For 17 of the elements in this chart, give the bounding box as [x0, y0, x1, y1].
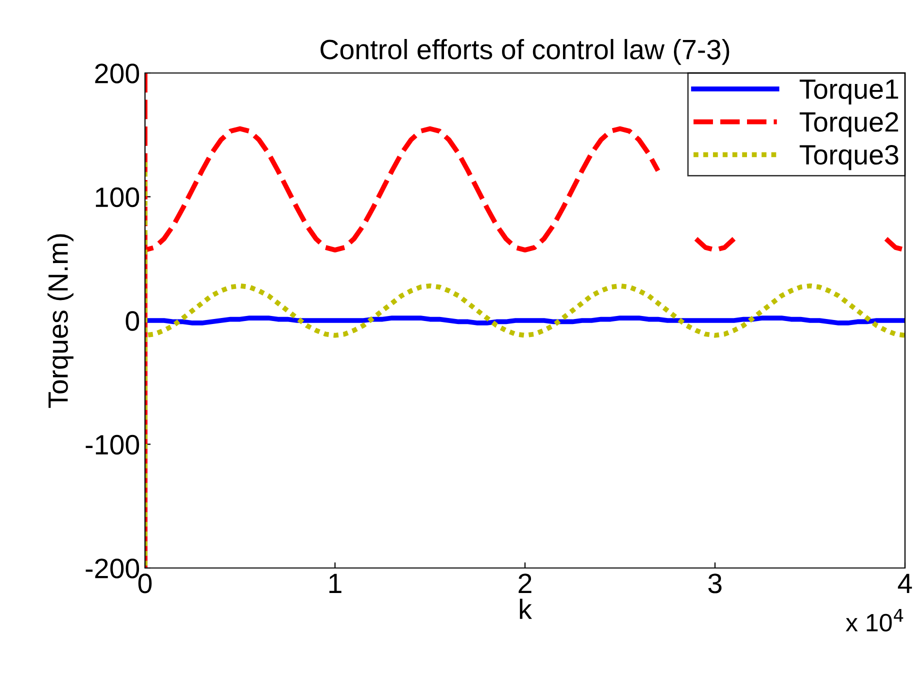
x-tick-label: 2	[518, 574, 532, 593]
x-tick-label: 4	[898, 574, 912, 593]
x-tick-label: 0	[138, 574, 152, 594]
y-tick-label: 200	[95, 64, 140, 84]
chart-title: Control efforts of control law (7-3)	[320, 38, 730, 65]
y-tick-label: 0	[126, 311, 140, 331]
x-tick-label: 1	[329, 574, 342, 593]
x-tick-label: 3	[708, 574, 722, 594]
text: x 10$^{4}$	[846, 608, 904, 632]
y-axis-title: Torques (N.m)	[48, 234, 74, 408]
y-tick-label: 100	[96, 187, 140, 208]
legend-label: Torque1	[800, 80, 898, 104]
legend-label: Torque2	[800, 112, 898, 138]
legend-label: Torque3	[800, 144, 898, 170]
x-axis-title: k	[520, 598, 532, 619]
y-tick-label: -100	[86, 434, 140, 455]
y-tick-label: -200	[86, 558, 140, 578]
